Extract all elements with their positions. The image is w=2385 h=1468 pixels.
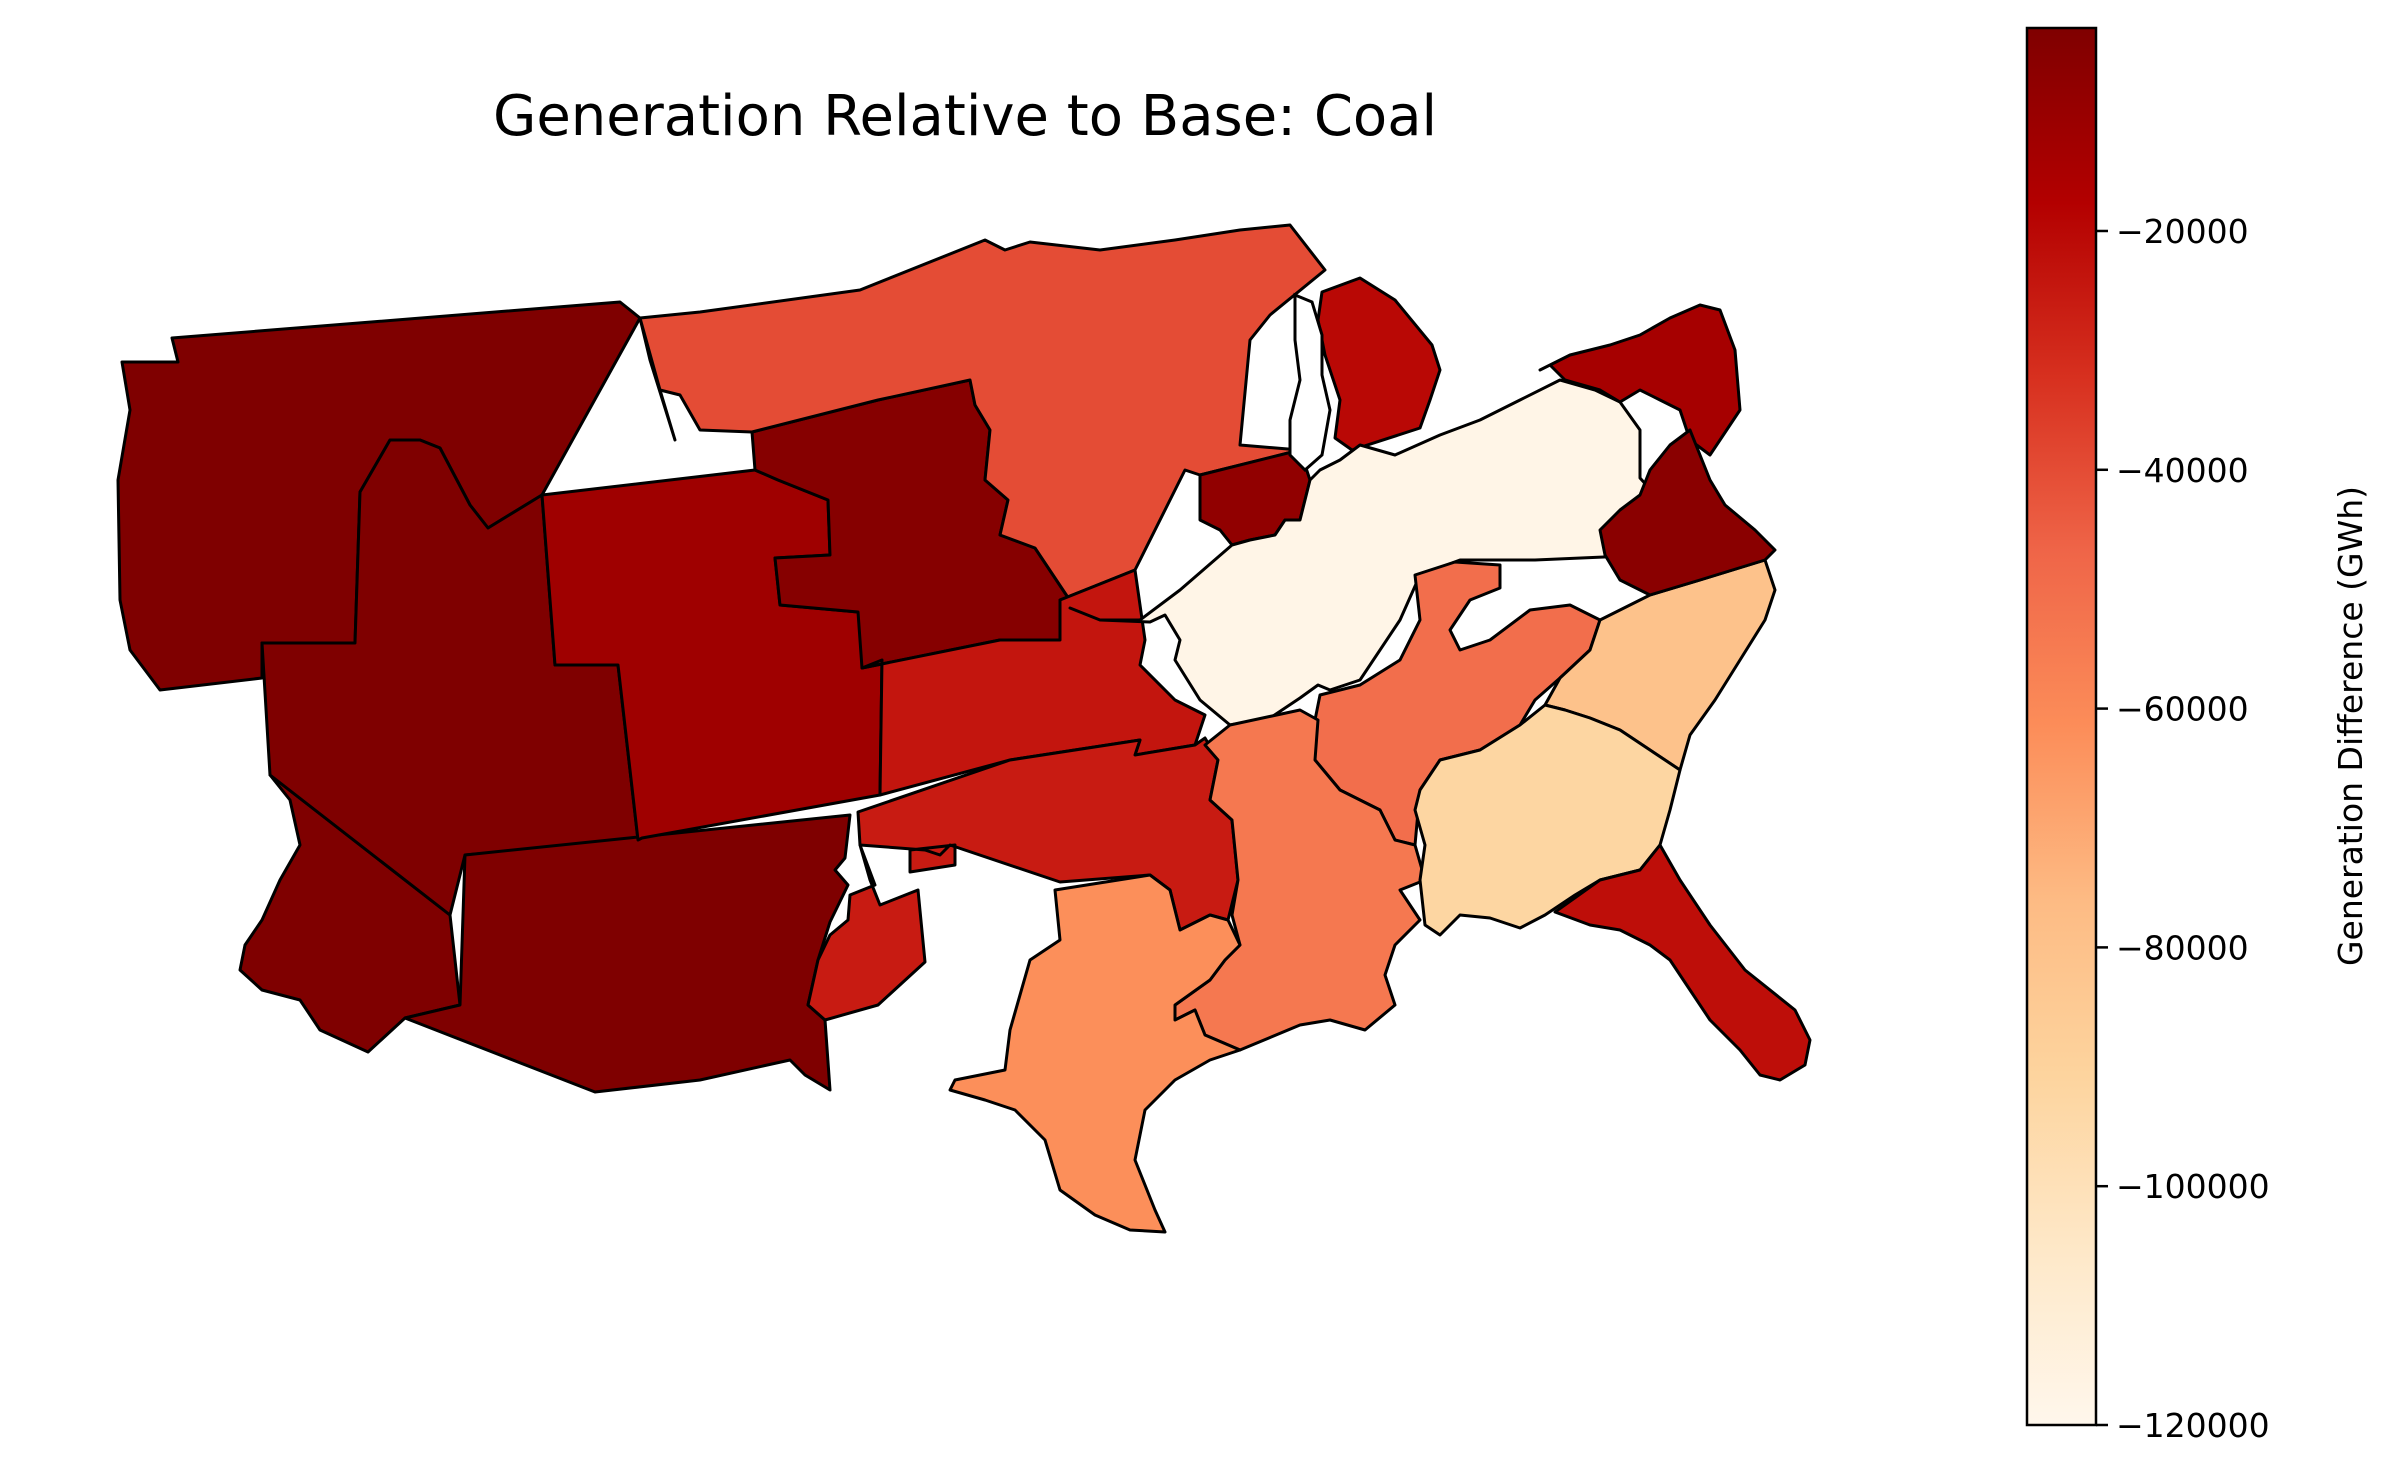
- region-southeast: [1413, 703, 1682, 937]
- colorbar-tick-label: −60000: [2116, 690, 2249, 729]
- region-ohio-valley: [1068, 378, 1662, 727]
- region-central-plains: [860, 568, 1207, 797]
- map-title: Generation Relative to Base: Coal: [493, 84, 1437, 149]
- region-virginia: [1598, 428, 1777, 597]
- colorbar-ticks: −20000 −40000 −60000 −80000 −100000 −120000: [2096, 212, 2270, 1445]
- colorbar-tick-label: −100000: [2116, 1167, 2270, 1206]
- region-texas: [948, 873, 1242, 1234]
- region-mid-atlantic: [1538, 303, 1742, 457]
- colorbar-gradient: [2025, 26, 2098, 1427]
- colorbar-tick-label: −20000: [2116, 212, 2249, 251]
- region-delta-south: [1173, 708, 1427, 1052]
- region-southwest: [403, 813, 852, 1094]
- colorbar-tick-label: −80000: [2116, 928, 2249, 967]
- region-map: [116, 223, 1812, 1234]
- colorbar-tick-label: −40000: [2116, 451, 2249, 490]
- region-new-mexico-east: [806, 843, 927, 1022]
- colorbar: −20000 −40000 −60000 −80000 −100000 −120000 G…: [2025, 26, 2370, 1445]
- region-florida: [1553, 843, 1812, 1082]
- colorbar-tick-label: −120000: [2116, 1406, 2270, 1445]
- region-michigan: [1316, 276, 1442, 452]
- colorbar-label: Generation Difference (GWh): [2331, 486, 2370, 966]
- lake-michigan: [1288, 292, 1332, 473]
- region-great-basin: [260, 438, 640, 917]
